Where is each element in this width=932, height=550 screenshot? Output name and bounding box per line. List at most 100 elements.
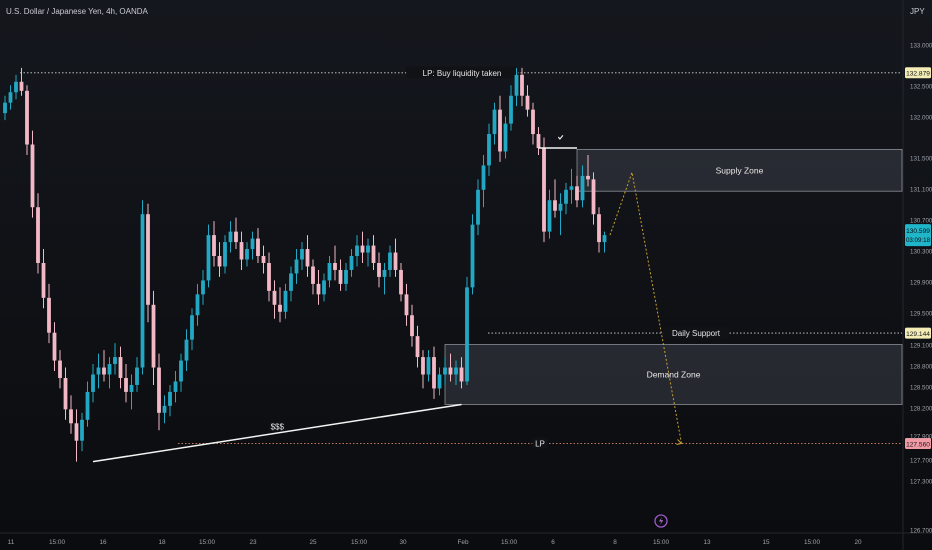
candle[interactable] — [322, 273, 326, 302]
candle[interactable] — [569, 168, 574, 204]
candle[interactable] — [52, 322, 57, 372]
candle[interactable] — [470, 214, 475, 295]
candle[interactable] — [388, 245, 392, 277]
candle[interactable] — [553, 179, 557, 218]
candle[interactable] — [140, 200, 145, 375]
candle[interactable] — [300, 242, 304, 270]
candle[interactable] — [377, 252, 381, 288]
candle[interactable] — [393, 238, 398, 277]
candle[interactable] — [74, 409, 79, 462]
candle[interactable] — [355, 235, 359, 267]
candle[interactable] — [344, 262, 348, 291]
candle[interactable] — [448, 353, 453, 382]
candle[interactable] — [179, 353, 183, 392]
candle[interactable] — [289, 266, 293, 302]
candle[interactable] — [404, 283, 409, 326]
candle[interactable] — [212, 221, 216, 267]
candle[interactable] — [476, 179, 480, 236]
candle[interactable] — [58, 350, 62, 389]
candle[interactable] — [564, 182, 568, 215]
candle[interactable] — [47, 283, 51, 344]
candle[interactable] — [223, 235, 227, 274]
candle[interactable] — [129, 374, 134, 410]
candle[interactable] — [217, 242, 222, 277]
candle[interactable] — [96, 353, 101, 389]
candle[interactable] — [272, 280, 277, 319]
candle[interactable] — [228, 221, 233, 253]
candle[interactable] — [459, 357, 464, 389]
candle[interactable] — [3, 95, 7, 121]
candle[interactable] — [195, 283, 200, 326]
supply-zone[interactable] — [576, 148, 903, 192]
candle[interactable] — [69, 395, 73, 434]
candle[interactable] — [575, 175, 579, 208]
candle[interactable] — [525, 85, 530, 117]
candle[interactable] — [492, 102, 497, 145]
candle[interactable] — [283, 283, 288, 319]
candle[interactable] — [432, 346, 436, 399]
candle[interactable] — [278, 287, 282, 323]
candle[interactable] — [113, 343, 117, 375]
candle[interactable] — [124, 364, 128, 403]
candle[interactable] — [201, 269, 205, 305]
candle[interactable] — [520, 67, 524, 107]
candle[interactable] — [80, 412, 84, 452]
candle[interactable] — [465, 276, 469, 385]
lightning-icon[interactable] — [654, 514, 668, 528]
candle[interactable] — [503, 116, 508, 159]
candle[interactable] — [267, 252, 271, 302]
candle[interactable] — [547, 189, 552, 239]
candle[interactable] — [157, 353, 161, 431]
candle[interactable] — [19, 67, 24, 96]
candle[interactable] — [498, 95, 502, 162]
candle[interactable] — [261, 245, 266, 274]
candle[interactable] — [360, 231, 365, 263]
candle[interactable] — [151, 290, 156, 385]
candle[interactable] — [311, 259, 315, 295]
candle[interactable] — [487, 123, 491, 176]
candle[interactable] — [443, 357, 447, 385]
candle[interactable] — [184, 329, 189, 372]
candle[interactable] — [25, 85, 29, 155]
candle[interactable] — [437, 367, 442, 396]
candle[interactable] — [426, 350, 431, 382]
candle[interactable] — [85, 381, 90, 427]
candle[interactable] — [580, 165, 585, 208]
candle[interactable] — [316, 269, 321, 305]
candle[interactable] — [415, 325, 420, 368]
candle[interactable] — [256, 228, 260, 263]
candle[interactable] — [250, 231, 255, 260]
candle[interactable] — [162, 395, 167, 424]
candle[interactable] — [305, 235, 310, 277]
candle[interactable] — [602, 231, 607, 253]
candle[interactable] — [63, 367, 68, 420]
candle[interactable] — [327, 256, 332, 288]
candle[interactable] — [382, 262, 387, 295]
candle[interactable] — [531, 102, 535, 145]
candle[interactable] — [558, 193, 563, 236]
candle[interactable] — [514, 67, 519, 107]
candle[interactable] — [536, 127, 541, 155]
candle[interactable] — [146, 203, 150, 323]
candle[interactable] — [173, 371, 178, 403]
candle[interactable] — [118, 346, 123, 389]
candle[interactable] — [338, 259, 343, 291]
candle[interactable] — [234, 217, 238, 250]
candle[interactable] — [481, 154, 486, 208]
candle[interactable] — [333, 245, 337, 281]
candle[interactable] — [591, 172, 596, 225]
candle[interactable] — [14, 74, 18, 100]
candle[interactable] — [168, 384, 172, 417]
demand-zone[interactable] — [444, 344, 903, 405]
candle[interactable] — [8, 85, 13, 110]
candle[interactable] — [597, 207, 601, 253]
candle[interactable] — [245, 242, 249, 267]
candle[interactable] — [135, 357, 139, 392]
liquidity-trendline[interactable] — [92, 403, 462, 463]
candle[interactable] — [371, 235, 376, 270]
candle[interactable] — [41, 249, 46, 309]
candle[interactable] — [190, 308, 194, 351]
candle[interactable] — [509, 85, 513, 131]
candle[interactable] — [454, 360, 458, 385]
candle[interactable] — [294, 249, 299, 284]
